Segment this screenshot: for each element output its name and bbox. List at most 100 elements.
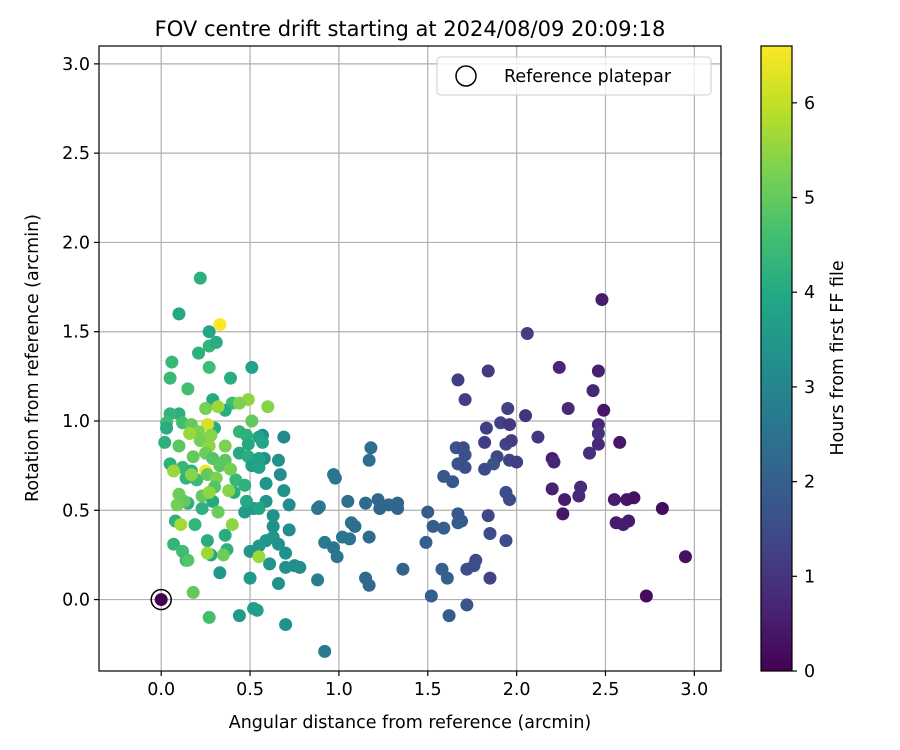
data-point	[154, 593, 168, 607]
data-point	[216, 548, 230, 562]
data-point	[460, 598, 474, 612]
data-point	[184, 468, 198, 482]
data-point	[483, 527, 497, 540]
data-point	[252, 550, 266, 564]
data-point	[613, 435, 627, 449]
data-point	[193, 271, 207, 285]
data-point	[552, 360, 566, 374]
y-tick-label: 3.0	[62, 55, 90, 75]
legend-label-reference: Reference platepar	[504, 67, 672, 87]
data-point	[255, 435, 269, 449]
plot-frame	[98, 45, 722, 672]
data-point	[426, 519, 440, 533]
data-point	[181, 382, 195, 396]
data-point	[186, 585, 200, 599]
data-point	[165, 355, 179, 369]
data-point	[364, 441, 378, 455]
data-point	[421, 505, 435, 519]
data-point	[483, 571, 497, 585]
data-point	[547, 455, 561, 469]
data-point	[479, 421, 493, 435]
colorbar-tick-label: 5	[804, 189, 815, 209]
data-point	[259, 477, 273, 490]
data-point	[186, 450, 200, 464]
chart-title: FOV centre drift starting at 2024/08/09 …	[155, 17, 666, 41]
data-point	[481, 509, 495, 523]
data-point	[224, 462, 238, 476]
data-point	[499, 534, 513, 548]
data-point	[437, 521, 451, 535]
data-point	[263, 557, 277, 571]
data-point	[282, 498, 296, 512]
colorbar-ticks: 0 1 2 3 4 5 6	[792, 94, 815, 682]
y-tick-label: 0.5	[62, 501, 90, 521]
data-point	[174, 518, 188, 532]
data-point	[167, 537, 181, 551]
axis-ticks: 0.0 0.5 1.0 1.5 2.0 2.5 3.0 0.0 0.5 1.0 1.5 2.0 2.5 3…	[62, 55, 708, 700]
data-point	[639, 589, 653, 603]
data-point	[478, 462, 492, 476]
data-point	[591, 437, 605, 451]
data-point	[211, 400, 225, 414]
data-point	[362, 530, 376, 544]
data-point	[172, 307, 186, 321]
data-point	[318, 644, 332, 658]
colorbar-label: Hours from first FF file	[828, 260, 848, 455]
data-point	[478, 435, 492, 449]
data-point	[266, 519, 280, 533]
data-point	[595, 293, 609, 307]
data-point	[213, 318, 227, 332]
x-tick-label: 0.0	[147, 680, 175, 700]
data-point	[192, 346, 206, 360]
data-point	[202, 325, 216, 339]
data-point	[200, 546, 214, 560]
data-point	[362, 578, 376, 592]
data-point	[277, 484, 291, 498]
y-tick-label: 2.5	[62, 144, 90, 164]
data-point	[271, 577, 285, 590]
data-point	[160, 421, 174, 435]
data-point	[202, 360, 216, 374]
data-point	[311, 502, 325, 515]
data-point	[531, 430, 545, 444]
legend-box	[436, 56, 712, 96]
data-point	[238, 505, 252, 519]
data-point	[591, 427, 605, 440]
data-point	[446, 475, 460, 489]
data-point	[183, 427, 197, 440]
data-point	[311, 573, 325, 587]
data-point	[188, 518, 202, 532]
data-point	[451, 516, 465, 530]
data-point	[545, 482, 559, 496]
y-axis-label: Rotation from reference (arcmin)	[23, 214, 43, 502]
data-point	[561, 402, 575, 415]
data-point	[520, 327, 534, 340]
data-point	[678, 550, 692, 564]
data-point	[607, 493, 621, 507]
y-tick-label: 0.0	[62, 591, 90, 611]
data-point	[224, 371, 238, 385]
data-point	[211, 505, 225, 519]
data-point	[622, 514, 636, 528]
data-point	[232, 396, 246, 410]
x-tick-label: 3.0	[680, 680, 708, 700]
reference-platepar-marker	[150, 588, 172, 611]
data-point	[218, 439, 232, 453]
data-point	[218, 528, 232, 542]
data-point	[396, 562, 410, 576]
data-point	[655, 502, 669, 515]
data-point	[273, 468, 287, 482]
data-point	[591, 364, 605, 378]
data-point	[460, 562, 474, 576]
x-tick-label: 2.5	[592, 680, 620, 700]
data-point	[181, 553, 195, 567]
data-point	[424, 589, 438, 603]
data-point	[391, 502, 405, 515]
data-point	[519, 409, 533, 423]
data-point	[458, 448, 472, 462]
data-point	[266, 509, 280, 523]
data-point	[213, 459, 227, 473]
data-point	[271, 453, 285, 467]
data-point	[343, 532, 357, 546]
